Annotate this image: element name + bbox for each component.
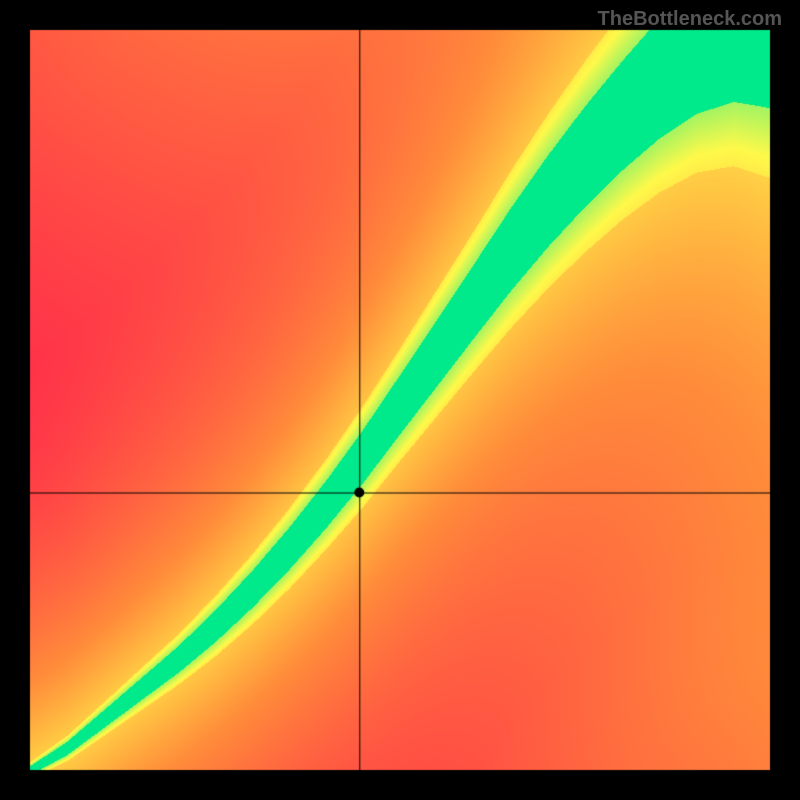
chart-container: TheBottleneck.com — [0, 0, 800, 800]
bottleneck-heatmap — [0, 0, 800, 800]
watermark-text: TheBottleneck.com — [598, 8, 782, 31]
